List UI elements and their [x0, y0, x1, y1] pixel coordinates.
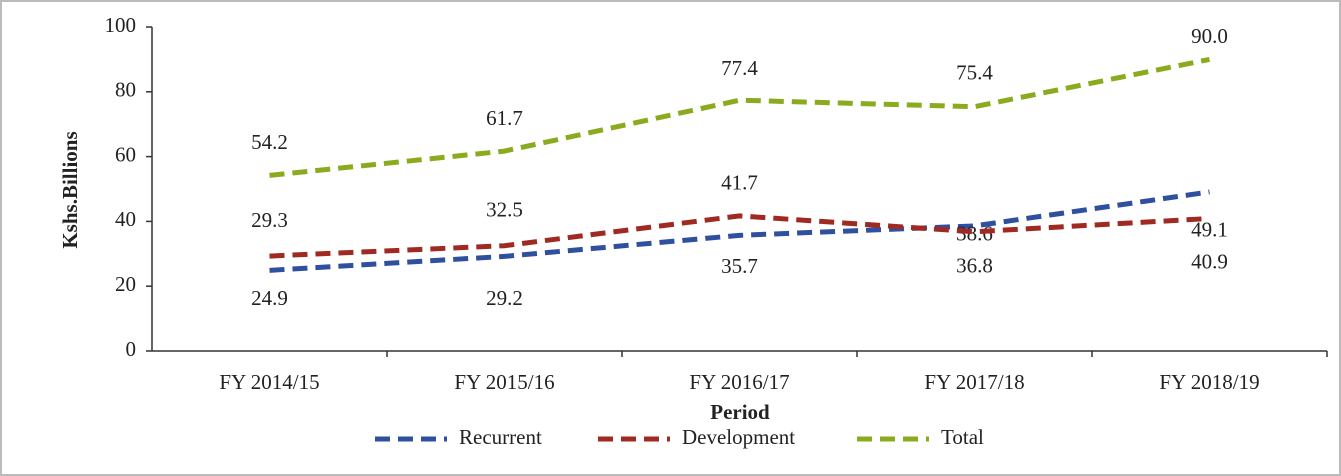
data-label: 32.5	[486, 198, 523, 222]
y-axis-title: Kshs.Billions	[58, 131, 82, 248]
y-tick-label: 100	[105, 13, 137, 37]
data-label: 24.9	[251, 286, 288, 310]
data-label: 38.6	[956, 222, 993, 246]
data-label: 77.4	[721, 56, 758, 80]
y-tick-label: 60	[115, 142, 136, 166]
data-label: 49.1	[1191, 218, 1228, 242]
y-tick-label: 0	[126, 337, 137, 361]
series-line	[269, 189, 1210, 273]
x-tick-label: FY 2017/18	[924, 370, 1024, 394]
legend-label: Development	[682, 425, 795, 449]
data-label: 90.0	[1191, 24, 1228, 48]
data-label: 41.7	[721, 171, 758, 195]
x-tick-label: FY 2014/15	[219, 370, 319, 394]
series-line	[269, 213, 1210, 259]
data-label: 54.2	[251, 130, 288, 154]
data-label: 61.7	[486, 106, 523, 130]
data-label: 35.7	[721, 254, 758, 278]
x-tick-label: FY 2015/16	[454, 370, 554, 394]
y-tick-label: 40	[115, 207, 136, 231]
x-tick-label: FY 2018/19	[1159, 370, 1259, 394]
legend-label: Total	[941, 425, 984, 449]
legend-label: Recurrent	[459, 425, 542, 449]
x-axis-title: Period	[710, 400, 770, 424]
data-label: 29.3	[251, 208, 288, 232]
y-tick-label: 20	[115, 272, 136, 296]
x-tick-label: FY 2016/17	[689, 370, 789, 394]
data-label: 36.8	[956, 254, 993, 278]
data-label: 75.4	[956, 61, 993, 85]
data-label: 40.9	[1191, 249, 1228, 273]
data-label: 29.2	[486, 286, 523, 310]
y-tick-label: 80	[115, 78, 136, 102]
series-line	[269, 56, 1210, 178]
